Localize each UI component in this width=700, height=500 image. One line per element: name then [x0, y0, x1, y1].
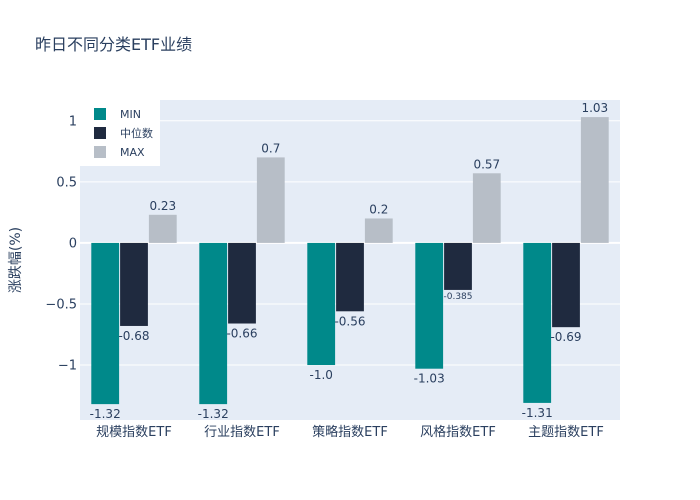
data-label: 0.7	[261, 141, 280, 155]
x-tick-label: 策略指数ETF	[312, 424, 388, 440]
bar-MAX-主题指数ETF[interactable]	[580, 117, 609, 243]
data-label: -0.69	[550, 330, 581, 344]
chart-title: 昨日不同分类ETF业绩	[35, 35, 192, 54]
y-tick-label: 1	[69, 114, 77, 129]
x-tick-labels: 规模指数ETF 行业指数ETF 策略指数ETF 风格指数ETF 主题指数ETF	[96, 424, 604, 440]
bar-中位数-风格指数ETF[interactable]	[444, 242, 472, 290]
bar-中位数-策略指数ETF[interactable]	[336, 242, 364, 312]
bar-MIN-策略指数ETF[interactable]	[307, 242, 336, 366]
bar-MIN-规模指数ETF[interactable]	[91, 242, 120, 405]
data-label: 1.03	[581, 101, 608, 115]
y-tick-labels: −1 −0.5 0 0.5 1	[45, 114, 77, 373]
y-tick-label: −1	[58, 359, 77, 374]
bar-MIN-主题指数ETF[interactable]	[523, 242, 552, 403]
x-tick-label: 行业指数ETF	[204, 425, 280, 440]
legend-swatch	[94, 108, 106, 120]
bar-MAX-规模指数ETF[interactable]	[148, 214, 177, 243]
y-axis-title: 涨跌幅(%)	[8, 227, 24, 293]
data-label: -0.56	[334, 314, 365, 328]
data-label: -1.0	[309, 368, 332, 382]
bar-MIN-风格指数ETF[interactable]	[415, 242, 444, 369]
legend-swatch	[94, 146, 106, 158]
data-label: -0.66	[226, 327, 257, 341]
bar-中位数-行业指数ETF[interactable]	[228, 242, 256, 324]
legend-item-中位数[interactable]: 中位数	[94, 126, 153, 140]
legend-label: 中位数	[120, 126, 153, 140]
y-tick-label: −0.5	[45, 297, 77, 312]
x-tick-label: 主题指数ETF	[528, 425, 604, 440]
x-tick-label: 风格指数ETF	[420, 424, 496, 440]
data-label: 0.23	[149, 199, 176, 213]
y-tick-label: 0	[69, 236, 77, 251]
data-label: 0.2	[369, 202, 388, 216]
legend[interactable]: MIN 中位数 MAX	[80, 100, 160, 166]
y-tick-label: 0.5	[56, 175, 77, 190]
data-label: -1.31	[522, 406, 553, 420]
bars-layer	[91, 117, 609, 405]
x-tick-label: 规模指数ETF	[96, 425, 172, 440]
legend-item-MIN[interactable]: MIN	[94, 108, 141, 121]
data-label: 0.57	[473, 157, 500, 171]
legend-label: MAX	[120, 146, 145, 159]
bar-MAX-风格指数ETF[interactable]	[472, 173, 501, 243]
bar-中位数-规模指数ETF[interactable]	[120, 242, 148, 326]
bar-中位数-主题指数ETF[interactable]	[552, 242, 580, 328]
data-label: -0.68	[118, 329, 149, 343]
bar-MIN-行业指数ETF[interactable]	[199, 242, 228, 405]
bar-MAX-策略指数ETF[interactable]	[364, 218, 393, 243]
data-label: -1.03	[414, 372, 445, 386]
data-label: -1.32	[90, 407, 121, 421]
bar-MAX-行业指数ETF[interactable]	[256, 157, 285, 243]
data-label: -1.32	[198, 407, 229, 421]
legend-label: MIN	[120, 108, 141, 121]
legend-swatch	[94, 127, 106, 139]
data-labels-layer: -1.32 -0.68 0.23 -1.32 -0.66 0.7 -1.0 -0.56 0.2 -…	[90, 101, 608, 421]
legend-item-MAX[interactable]: MAX	[94, 146, 145, 159]
data-label: -0.385	[443, 292, 472, 302]
legend-background	[80, 100, 160, 166]
